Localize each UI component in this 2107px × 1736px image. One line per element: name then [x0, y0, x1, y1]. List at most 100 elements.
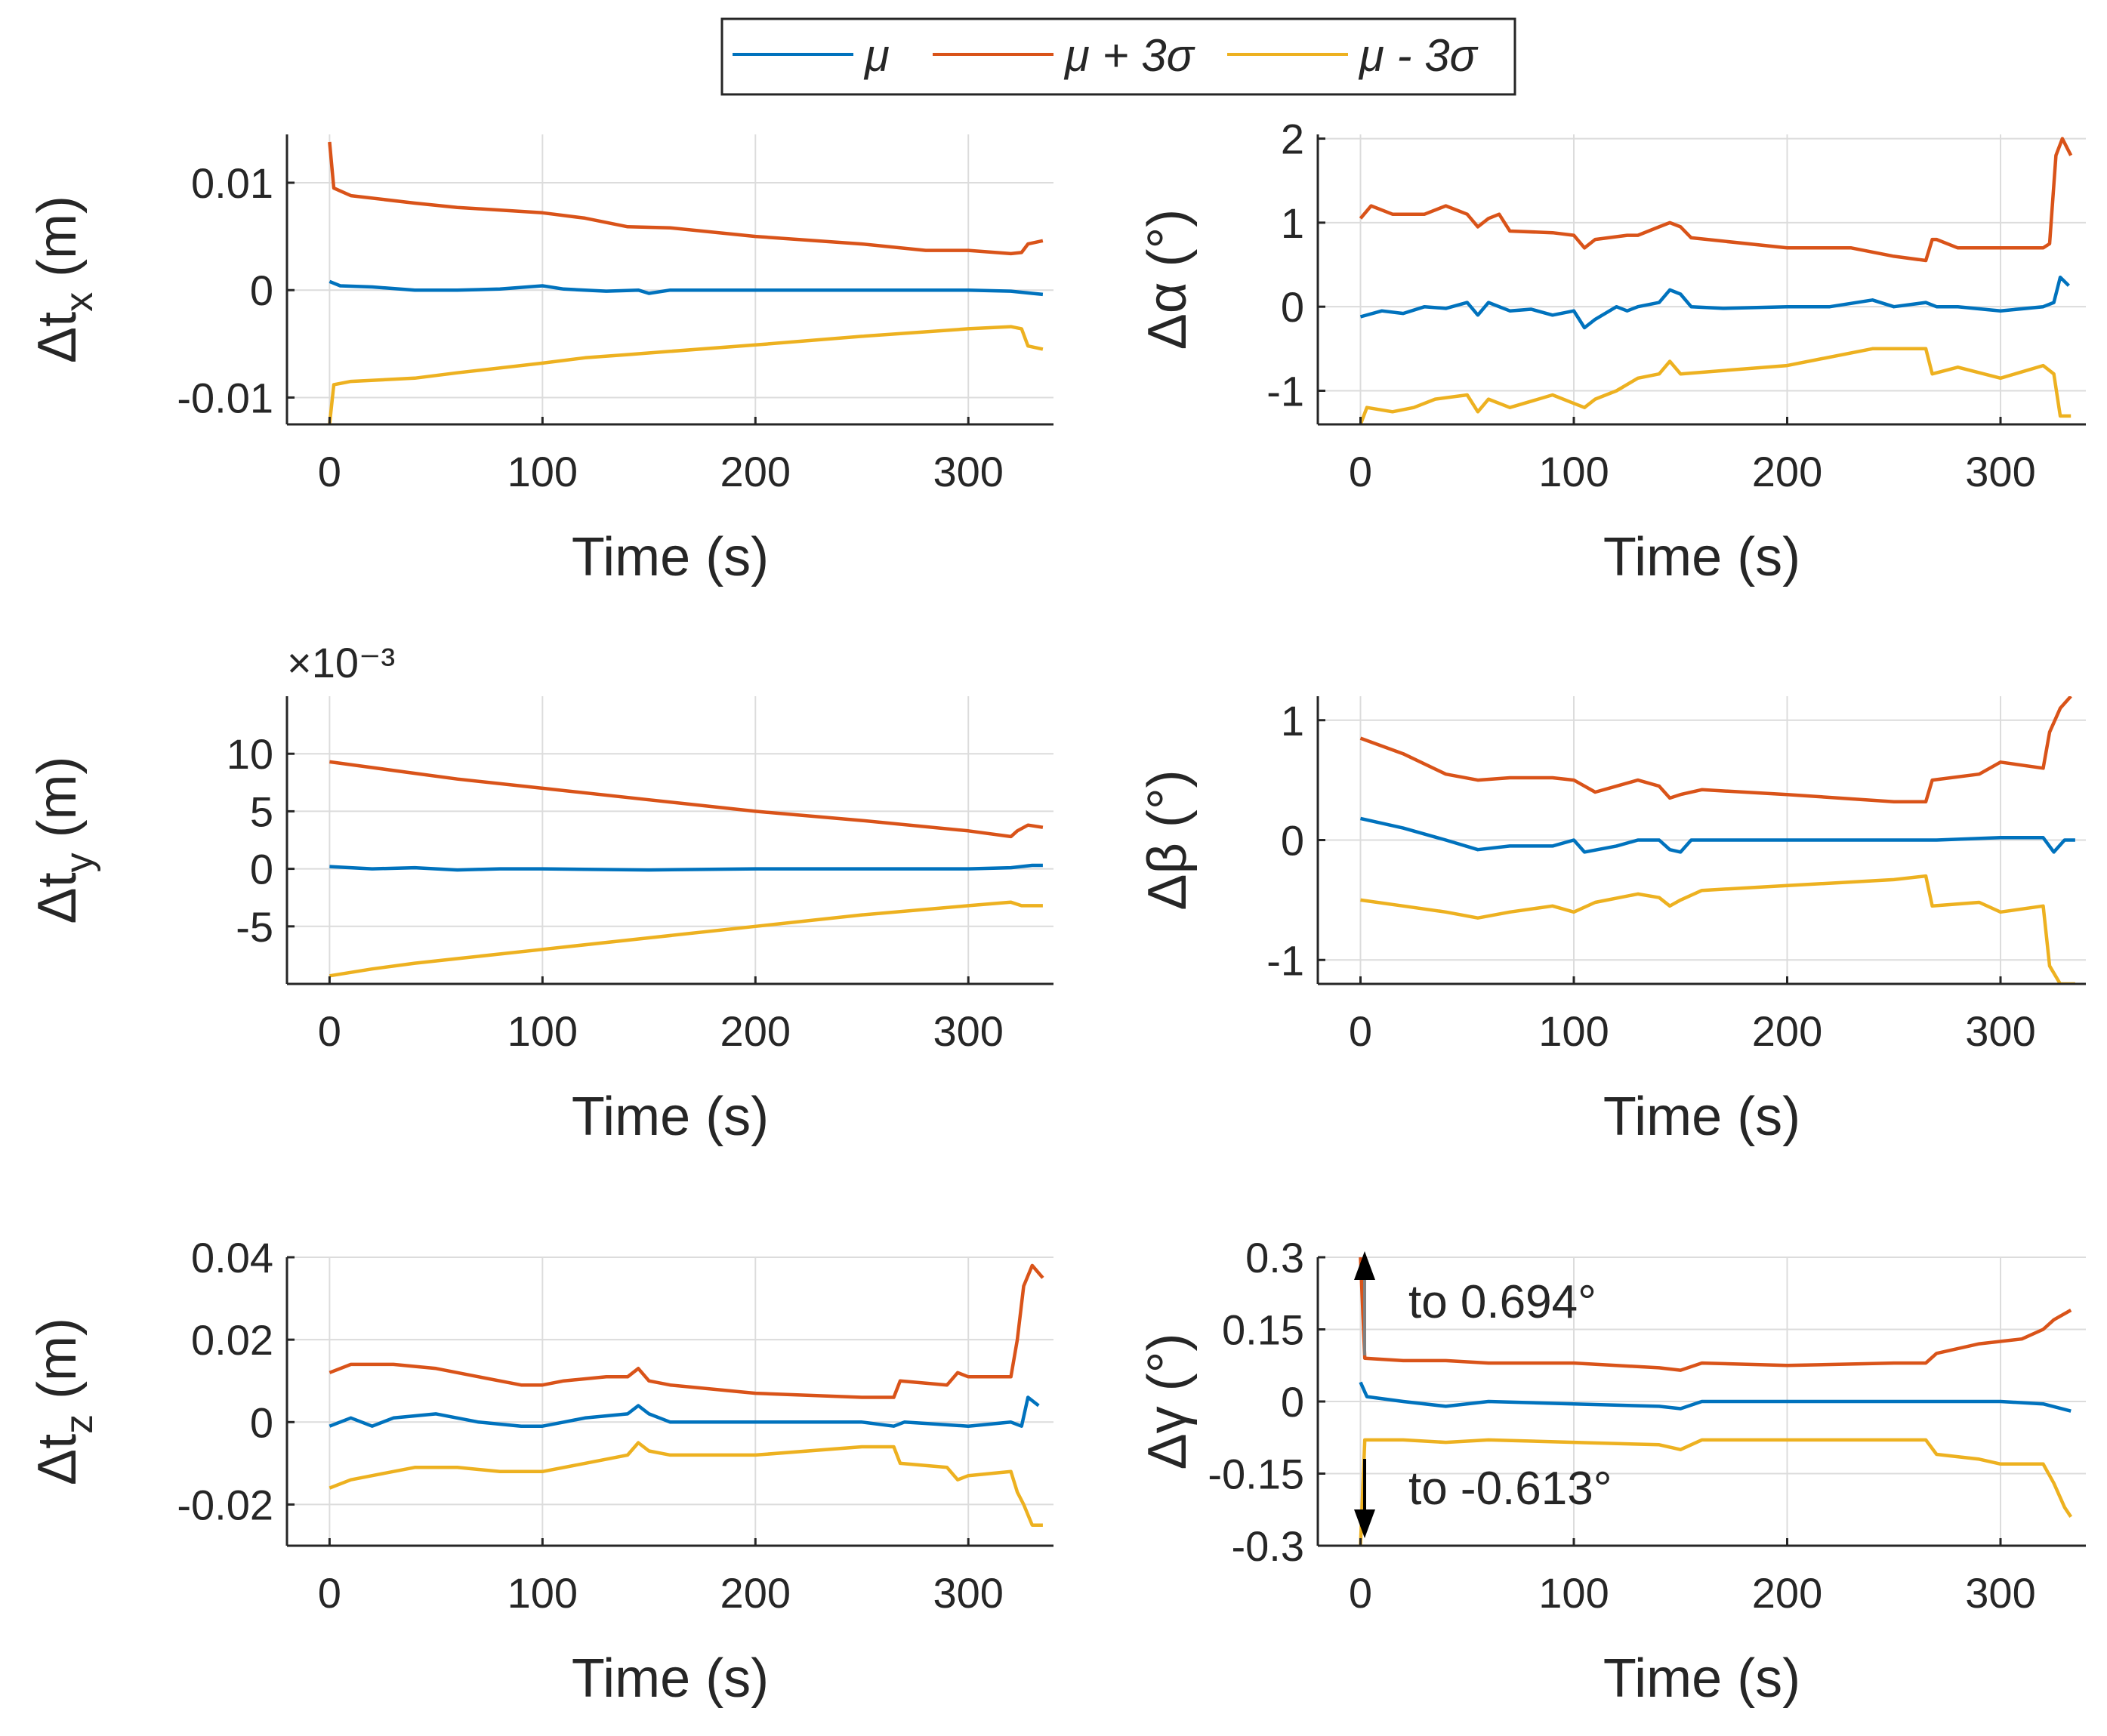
y-tick-label: 0.02 — [191, 1316, 273, 1364]
y-axis-label-main: Δγ — [1137, 1406, 1198, 1469]
x-tick-label: 100 — [507, 1007, 578, 1055]
y-axis-label-main: Δt — [27, 312, 88, 363]
y-axis-label-main: Δβ — [1137, 843, 1198, 911]
x-tick-label: 0 — [318, 1007, 341, 1055]
x-tick-label: 200 — [720, 1007, 791, 1055]
y-axis-label-unit: (m) — [27, 1318, 88, 1414]
series-line-mu-minus-3sigma — [328, 325, 1044, 424]
legend-label-mu: μ — [863, 30, 890, 81]
x-axis-label: Time (s) — [572, 527, 769, 587]
y-axis-label-unit: (°) — [1137, 769, 1198, 843]
series-line-mu-minus-3sigma — [1360, 874, 2075, 984]
y-axis-label-unit: (°) — [1137, 209, 1198, 282]
y-tick-label: 0 — [250, 267, 273, 314]
x-tick-label: 300 — [1965, 1569, 2035, 1617]
y-tick-label: 0 — [1281, 1378, 1304, 1426]
y-tick-label: 10 — [227, 730, 273, 778]
x-tick-label: 0 — [318, 1569, 341, 1617]
annotation-lower: to -0.613° — [1408, 1463, 1612, 1515]
y-tick-label: 1 — [1281, 199, 1304, 247]
y-tick-label: 0 — [1281, 283, 1304, 331]
y-tick-label: 0.3 — [1245, 1234, 1304, 1281]
series-line-mu — [329, 1395, 1040, 1428]
x-tick-label: 0 — [1349, 1007, 1372, 1055]
panel-delta-gamma: 0 100 200 300 -0.3 -0.15 0 0.15 0.3 Time (s) Δγ (°… — [1137, 1234, 2086, 1709]
y-axis-label: Δβ (°) — [1137, 769, 1198, 910]
y-axis-label: Δα (°) — [1137, 209, 1198, 350]
x-tick-label: 200 — [1752, 448, 1822, 495]
x-axis-label: Time (s) — [572, 1087, 769, 1147]
y-axis-label-main: Δt — [27, 1434, 88, 1485]
y-tick-label: 1 — [1281, 697, 1304, 745]
y-tick-label: -0.15 — [1208, 1451, 1304, 1498]
x-tick-label: 100 — [507, 448, 578, 495]
series-line-mu — [1360, 816, 2075, 854]
y-axis-label: Δtx (m) — [27, 196, 101, 363]
x-tick-label: 0 — [318, 448, 341, 495]
y-tick-label: -1 — [1266, 367, 1304, 415]
x-tick-label: 300 — [1965, 448, 2035, 495]
x-tick-label: 100 — [1538, 448, 1609, 495]
y-axis-label-main: Δt — [27, 872, 88, 924]
x-tick-label: 200 — [1752, 1007, 1822, 1055]
x-tick-label: 100 — [1538, 1007, 1609, 1055]
series-line-mu-minus-3sigma — [1359, 347, 2072, 424]
annotation-upper: to 0.694° — [1408, 1276, 1596, 1328]
x-tick-label: 0 — [1349, 448, 1372, 495]
x-tick-label: 200 — [720, 448, 791, 495]
series-line-mu-minus-3sigma — [329, 1441, 1043, 1527]
y-tick-label: 0 — [250, 846, 273, 893]
x-axis-label: Time (s) — [1603, 1648, 1800, 1709]
series-line-mu-minus-3sigma — [1359, 1438, 2073, 1546]
panel-delta-tx: 0 100 200 300 -0.01 0 0.01 Time (s) Δtx (m) — [27, 134, 1054, 587]
legend-box — [720, 17, 1516, 96]
legend-label-mu-plus-3sigma: μ + 3σ — [1063, 30, 1196, 81]
y-axis-label-subscript: y — [57, 853, 101, 872]
y-axis-label-subscript: x — [57, 292, 101, 312]
y-tick-label: -0.02 — [177, 1481, 273, 1528]
x-tick-label: 200 — [1752, 1569, 1822, 1617]
panel-delta-beta: 0 100 200 300 -1 0 1 Time (s) Δβ (°) — [1137, 696, 2086, 1147]
y-tick-label: -0.01 — [177, 374, 273, 421]
y-tick-label: -5 — [236, 903, 273, 951]
y-axis-label-subscript: z — [57, 1414, 101, 1434]
legend-label-mu-minus-3sigma: μ - 3σ — [1358, 30, 1479, 81]
y-tick-label: 0 — [250, 1398, 273, 1446]
y-axis-label-main: Δα — [1137, 282, 1198, 350]
series-line-mu — [329, 279, 1044, 297]
series-line-mu-minus-3sigma — [329, 900, 1043, 978]
x-tick-label: 300 — [933, 448, 1004, 495]
x-tick-label: 100 — [1538, 1569, 1609, 1617]
x-tick-label: 300 — [1965, 1007, 2035, 1055]
y-tick-label: 0.15 — [1222, 1306, 1304, 1354]
y-axis-label-unit: (m) — [27, 756, 88, 853]
y-axis-label: Δtz (m) — [27, 1318, 101, 1485]
legend: μ μ + 3σ μ - 3σ — [720, 17, 1516, 96]
axis-multiplier: ×10⁻³ — [287, 639, 395, 686]
down-arrow-icon — [1354, 1509, 1375, 1538]
series-line-mu-plus-3sigma — [1359, 696, 2072, 803]
panel-delta-tz: 0 100 200 300 -0.02 0 0.02 0.04 Time (s) Δtz (m) — [27, 1234, 1054, 1709]
series-line-mu-plus-3sigma — [1359, 1257, 2072, 1372]
series-line-mu-plus-3sigma — [329, 760, 1044, 839]
series-line-mu-plus-3sigma — [1359, 137, 2073, 263]
y-tick-label: -1 — [1266, 936, 1304, 984]
x-tick-label: 0 — [1349, 1569, 1372, 1617]
series-line-mu — [1359, 275, 2070, 330]
panel-delta-alpha: 0 100 200 300 -1 0 1 2 Time (s) Δα (°) — [1137, 116, 2086, 587]
x-axis-label: Time (s) — [572, 1648, 769, 1709]
up-arrow-icon — [1354, 1251, 1375, 1280]
series-line-mu — [329, 863, 1043, 872]
series-line-mu-plus-3sigma — [329, 1263, 1044, 1399]
y-axis-label-unit: (°) — [1137, 1334, 1198, 1407]
y-axis-label: Δγ (°) — [1137, 1334, 1198, 1470]
series-line-mu — [1359, 1381, 2072, 1413]
y-axis-label: Δty (m) — [27, 756, 101, 924]
x-tick-label: 100 — [507, 1569, 578, 1617]
x-tick-label: 300 — [933, 1007, 1004, 1055]
x-axis-label: Time (s) — [1603, 527, 1800, 587]
y-tick-label: 0 — [1281, 817, 1304, 865]
x-tick-label: 300 — [933, 1569, 1004, 1617]
